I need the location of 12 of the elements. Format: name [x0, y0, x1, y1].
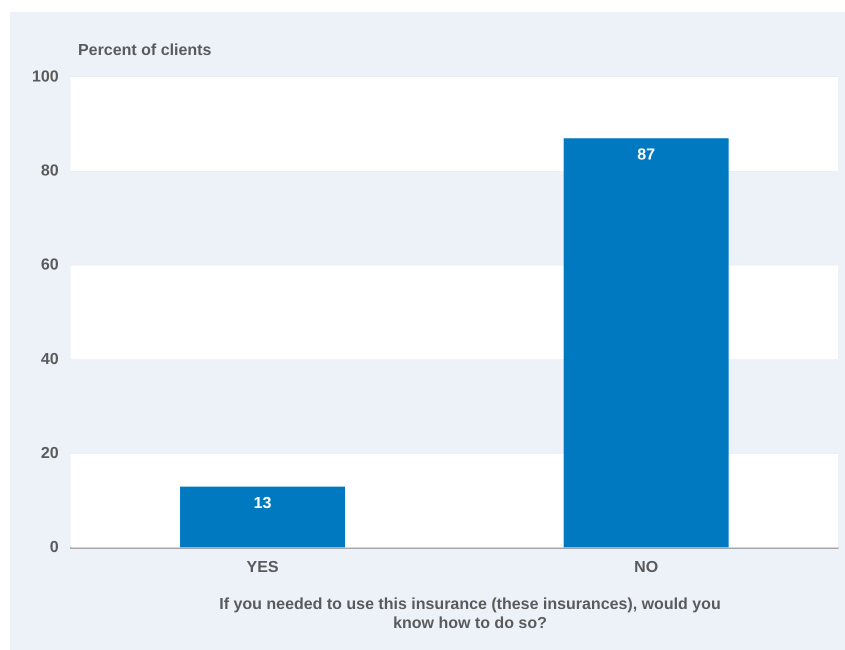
y-tick-label: 80 — [40, 162, 59, 180]
y-tick-label: 60 — [40, 256, 59, 274]
x-tick-label: YES — [246, 558, 279, 576]
y-tick-label: 40 — [40, 350, 59, 368]
x-axis-title: If you needed to use this insurance (these insurances), would you know how to do so? — [218, 595, 722, 633]
y-tick-label: 0 — [50, 539, 59, 556]
y-tick-label: 20 — [40, 445, 59, 462]
y-tick-label: 100 — [32, 68, 59, 86]
data-label: 13 — [254, 495, 272, 512]
x-tick-label: NO — [634, 558, 658, 576]
data-label: 87 — [637, 146, 656, 164]
y-axis-title: Percent of clients — [78, 42, 212, 60]
